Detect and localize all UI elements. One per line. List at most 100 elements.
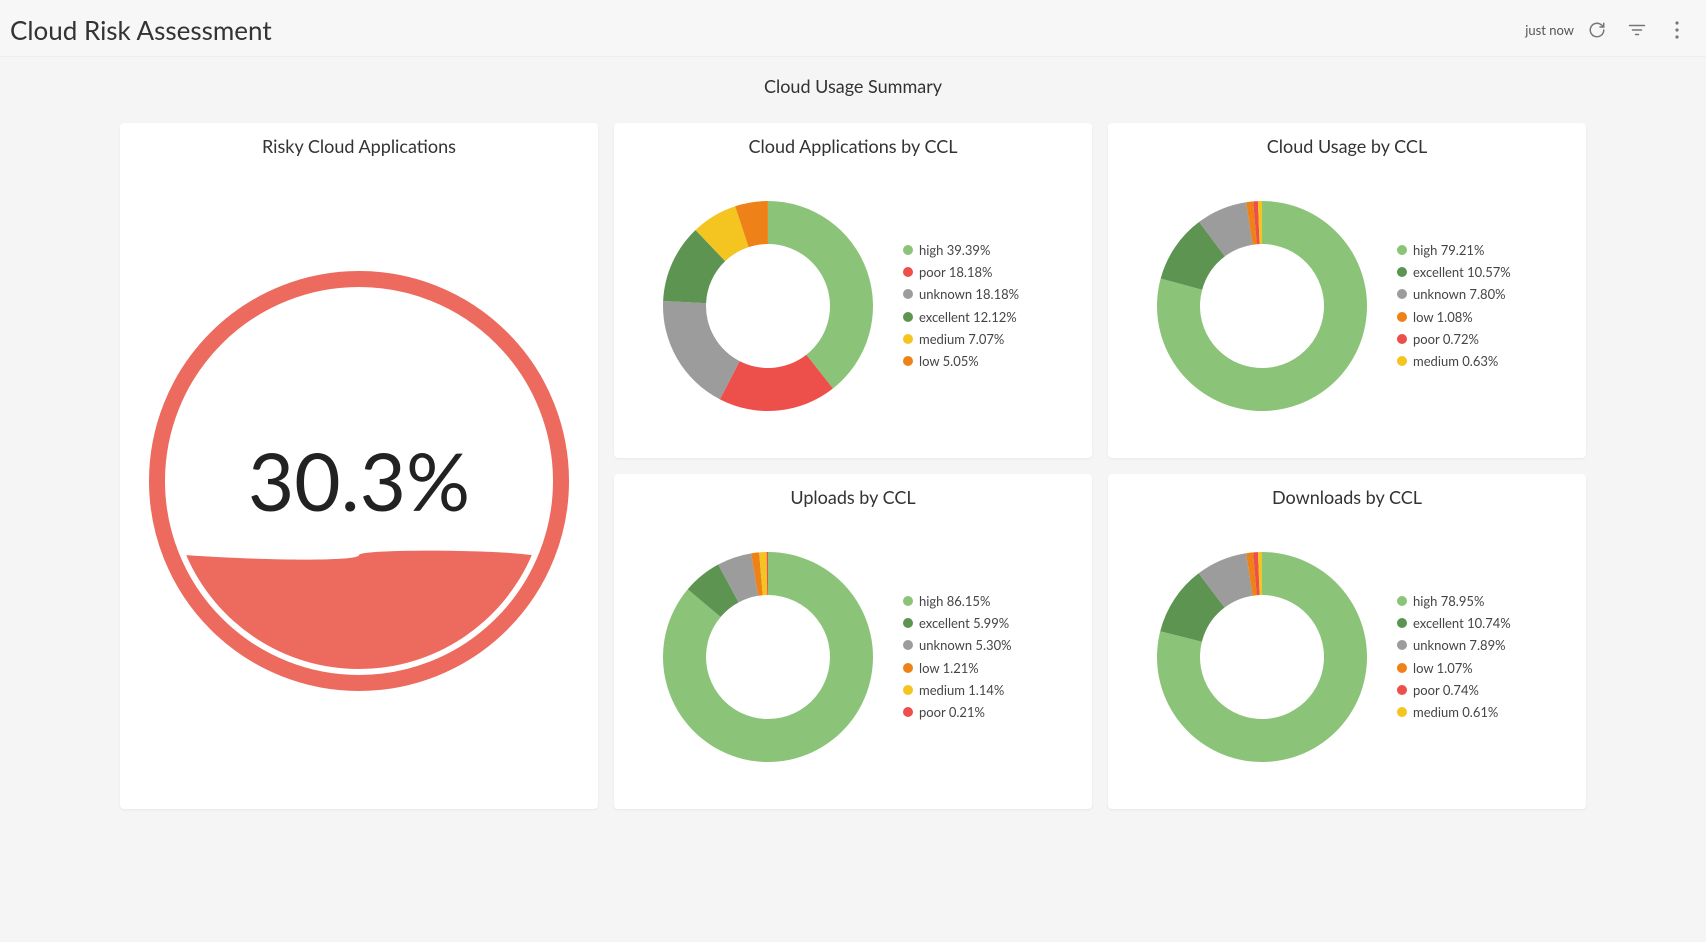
- legend-label: medium 0.63%: [1413, 353, 1498, 369]
- legend-label: high 39.39%: [919, 242, 990, 258]
- legend-swatch: [903, 596, 913, 606]
- legend-swatch: [1397, 356, 1407, 366]
- card-downloads-by-ccl: Downloads by CCL high 78.95% excellent 1…: [1108, 474, 1586, 809]
- legend-swatch: [903, 289, 913, 299]
- card-risky-apps: Risky Cloud Applications 30.3%: [120, 123, 598, 809]
- gauge-value: 30.3%: [248, 433, 470, 529]
- legend-label: low 1.08%: [1413, 309, 1473, 325]
- legend-label: medium 1.14%: [919, 682, 1004, 698]
- legend-label: poor 0.74%: [1413, 682, 1479, 698]
- legend-label: excellent 5.99%: [919, 615, 1009, 631]
- gauge-chart: 30.3%: [144, 266, 574, 696]
- legend-swatch: [903, 618, 913, 628]
- legend-item: medium 1.14%: [903, 682, 1053, 698]
- legend-swatch: [1397, 618, 1407, 628]
- legend-item: low 1.08%: [1397, 309, 1547, 325]
- legend-swatch: [903, 663, 913, 673]
- legend-swatch: [903, 267, 913, 277]
- card-title: Cloud Usage by CCL: [1124, 135, 1570, 157]
- legend-item: poor 18.18%: [903, 264, 1053, 280]
- legend-label: poor 0.72%: [1413, 331, 1479, 347]
- legend-swatch: [903, 640, 913, 650]
- card-title: Uploads by CCL: [630, 486, 1076, 508]
- dashboard-grid: Risky Cloud Applications 30.3% Cloud App…: [0, 123, 1706, 821]
- donut-chart: [1147, 542, 1377, 772]
- legend-label: unknown 7.80%: [1413, 286, 1506, 302]
- legend-label: low 1.21%: [919, 660, 979, 676]
- legend-swatch: [1397, 640, 1407, 650]
- donut-chart: [653, 542, 883, 772]
- legend-item: high 39.39%: [903, 242, 1053, 258]
- legend-label: high 78.95%: [1413, 593, 1484, 609]
- more-icon[interactable]: [1666, 19, 1688, 41]
- legend-label: excellent 12.12%: [919, 309, 1017, 325]
- legend-swatch: [1397, 596, 1407, 606]
- legend: high 78.95% excellent 10.74% unknown 7.8…: [1397, 593, 1547, 721]
- legend-item: low 5.05%: [903, 353, 1053, 369]
- legend-swatch: [1397, 663, 1407, 673]
- legend: high 39.39% poor 18.18% unknown 18.18% e…: [903, 242, 1053, 370]
- card-usage-by-ccl: Cloud Usage by CCL high 79.21% excellent…: [1108, 123, 1586, 458]
- legend-swatch: [903, 334, 913, 344]
- legend-swatch: [1397, 289, 1407, 299]
- legend-item: high 79.21%: [1397, 242, 1547, 258]
- legend-item: unknown 5.30%: [903, 637, 1053, 653]
- legend-item: excellent 5.99%: [903, 615, 1053, 631]
- legend-label: low 1.07%: [1413, 660, 1473, 676]
- legend-item: unknown 7.80%: [1397, 286, 1547, 302]
- legend-label: high 86.15%: [919, 593, 990, 609]
- page-title: Cloud Risk Assessment: [10, 14, 272, 46]
- legend-item: excellent 10.74%: [1397, 615, 1547, 631]
- legend-item: poor 0.21%: [903, 704, 1053, 720]
- card-uploads-by-ccl: Uploads by CCL high 86.15% excellent 5.9…: [614, 474, 1092, 809]
- legend-item: high 78.95%: [1397, 593, 1547, 609]
- legend-label: unknown 18.18%: [919, 286, 1019, 302]
- card-title: Cloud Applications by CCL: [630, 135, 1076, 157]
- legend-item: excellent 12.12%: [903, 309, 1053, 325]
- legend-label: high 79.21%: [1413, 242, 1484, 258]
- card-apps-by-ccl: Cloud Applications by CCL high 39.39% po…: [614, 123, 1092, 458]
- legend-label: medium 7.07%: [919, 331, 1004, 347]
- legend-label: unknown 5.30%: [919, 637, 1012, 653]
- filter-icon[interactable]: [1626, 19, 1648, 41]
- legend-swatch: [903, 245, 913, 255]
- legend: high 86.15% excellent 5.99% unknown 5.30…: [903, 593, 1053, 721]
- legend-swatch: [1397, 334, 1407, 344]
- legend-swatch: [903, 312, 913, 322]
- legend-swatch: [1397, 245, 1407, 255]
- legend-label: unknown 7.89%: [1413, 637, 1506, 653]
- donut-chart: [653, 191, 883, 421]
- section-title: Cloud Usage Summary: [0, 57, 1706, 123]
- legend-swatch: [903, 707, 913, 717]
- legend-item: medium 0.63%: [1397, 353, 1547, 369]
- legend-item: unknown 7.89%: [1397, 637, 1547, 653]
- legend-swatch: [903, 685, 913, 695]
- legend-label: excellent 10.57%: [1413, 264, 1511, 280]
- legend-swatch: [903, 356, 913, 366]
- card-title: Downloads by CCL: [1124, 486, 1570, 508]
- refresh-timestamp: just now: [1525, 22, 1574, 38]
- legend-item: medium 7.07%: [903, 331, 1053, 347]
- legend-swatch: [1397, 707, 1407, 717]
- legend-item: medium 0.61%: [1397, 704, 1547, 720]
- legend-swatch: [1397, 685, 1407, 695]
- card-title: Risky Cloud Applications: [136, 135, 582, 157]
- donut-chart: [1147, 191, 1377, 421]
- legend-item: high 86.15%: [903, 593, 1053, 609]
- legend-label: low 5.05%: [919, 353, 979, 369]
- legend-item: excellent 10.57%: [1397, 264, 1547, 280]
- legend-item: poor 0.72%: [1397, 331, 1547, 347]
- legend-swatch: [1397, 312, 1407, 322]
- header-actions: just now: [1525, 19, 1688, 41]
- page-header: Cloud Risk Assessment just now: [0, 0, 1706, 57]
- legend-item: low 1.07%: [1397, 660, 1547, 676]
- refresh-icon[interactable]: [1586, 19, 1608, 41]
- legend-item: low 1.21%: [903, 660, 1053, 676]
- legend-label: poor 0.21%: [919, 704, 985, 720]
- legend-item: unknown 18.18%: [903, 286, 1053, 302]
- legend-label: poor 18.18%: [919, 264, 992, 280]
- legend-item: poor 0.74%: [1397, 682, 1547, 698]
- legend-label: excellent 10.74%: [1413, 615, 1511, 631]
- legend-label: medium 0.61%: [1413, 704, 1498, 720]
- legend-swatch: [1397, 267, 1407, 277]
